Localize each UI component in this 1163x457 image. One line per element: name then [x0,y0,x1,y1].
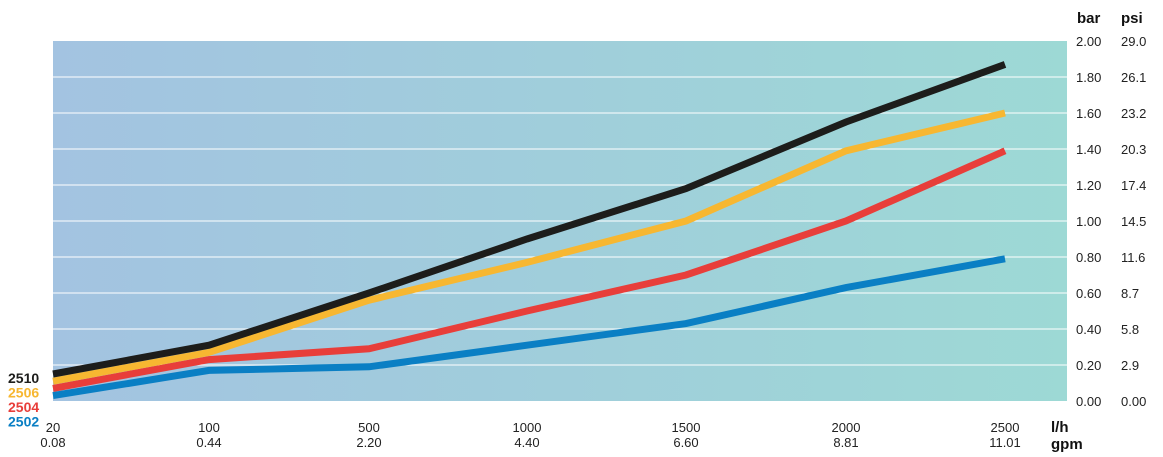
x-tick-gpm: 11.01 [989,435,1021,450]
x-unit-lh: l/h [1051,419,1069,436]
x-unit-gpm: gpm [1051,436,1083,453]
x-tick-gpm: 8.81 [833,435,858,450]
y-tick-psi: 14.5 [1121,214,1146,229]
y-axis-ticks: 0.00 0.00 0.20 2.9 0.40 5.8 0.60 8.7 0.80 11.6 1.0… [1076,34,1146,409]
x-tick-lh: 100 [198,420,220,435]
series-label-2506: 2506 [8,385,39,401]
y-tick-psi: 8.7 [1121,286,1139,301]
series-label-2510: 2510 [8,370,39,386]
series-line-2502 [52,255,1006,400]
x-tick-lh: 2000 [832,420,861,435]
series-label-2502: 2502 [8,414,39,430]
y-tick-psi: 0.00 [1121,394,1146,409]
x-tick-lh: 1000 [513,420,542,435]
y-tick-psi: 23.2 [1121,106,1146,121]
series-lines [52,61,1007,400]
y-tick-bar: 1.60 [1076,106,1101,121]
y-tick-bar: 1.80 [1076,70,1101,85]
x-tick-gpm: 4.40 [514,435,539,450]
y-tick-bar: 0.40 [1076,322,1101,337]
y-tick-bar: 2.00 [1076,34,1101,49]
y-unit-bar: bar [1077,10,1101,27]
x-tick-gpm: 6.60 [673,435,698,450]
x-tick-gpm: 2.20 [356,435,381,450]
y-tick-bar: 0.00 [1076,394,1101,409]
y-tick-psi: 17.4 [1121,178,1146,193]
y-tick-psi: 2.9 [1121,358,1139,373]
series-line-2506 [52,109,1006,385]
y-tick-bar: 0.20 [1076,358,1101,373]
y-tick-psi: 20.3 [1121,142,1146,157]
y-tick-psi: 5.8 [1121,322,1139,337]
series-label-2504: 2504 [8,399,39,415]
x-tick-lh: 1500 [672,420,701,435]
y-tick-psi: 29.0 [1121,34,1146,49]
series-line-2510 [52,61,1007,378]
x-tick-gpm: 0.08 [40,435,65,450]
x-tick-lh: 500 [358,420,380,435]
y-tick-psi: 11.6 [1121,250,1145,265]
y-tick-bar: 0.60 [1076,286,1101,301]
y-unit-psi: psi [1121,10,1143,27]
y-tick-bar: 1.00 [1076,214,1101,229]
series-line-2504 [52,147,1007,392]
y-tick-bar: 1.20 [1076,178,1101,193]
x-tick-lh: 2500 [991,420,1020,435]
x-tick-lh: 20 [46,420,60,435]
y-tick-bar: 0.80 [1076,250,1101,265]
x-tick-gpm: 0.44 [196,435,221,450]
y-tick-bar: 1.40 [1076,142,1101,157]
y-tick-psi: 26.1 [1121,70,1146,85]
gridlines [53,76,1067,366]
